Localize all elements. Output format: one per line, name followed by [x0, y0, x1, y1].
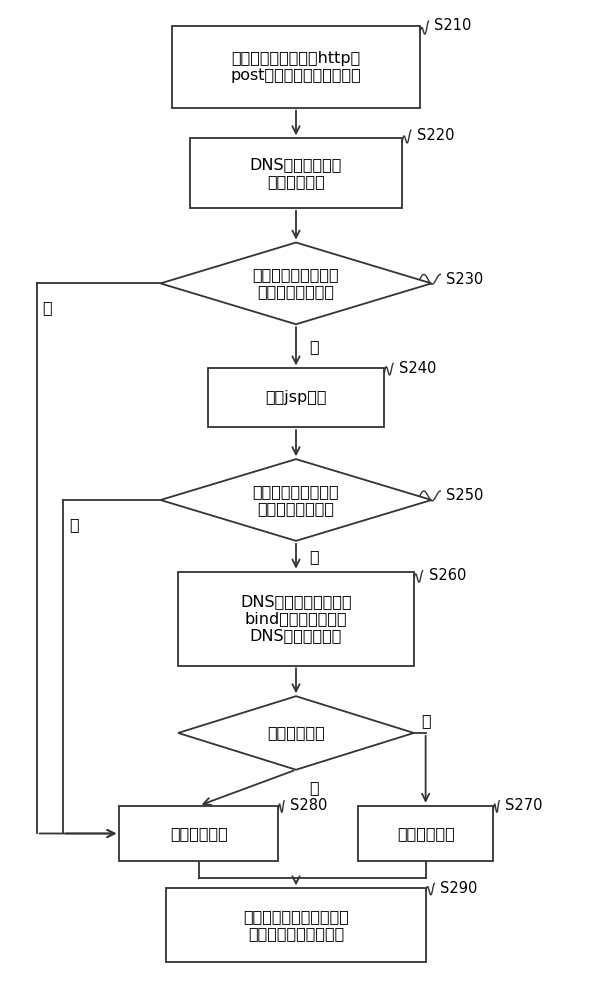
- FancyBboxPatch shape: [190, 138, 402, 208]
- Text: 否: 否: [421, 713, 430, 728]
- Text: S260: S260: [429, 568, 466, 583]
- Text: 返回成功结果: 返回成功结果: [170, 826, 228, 841]
- Text: 无: 无: [309, 549, 318, 564]
- Text: S250: S250: [446, 488, 484, 503]
- Text: S270: S270: [505, 798, 543, 813]
- Text: S290: S290: [440, 881, 478, 896]
- FancyBboxPatch shape: [208, 368, 384, 427]
- Text: S280: S280: [290, 798, 327, 813]
- Text: S240: S240: [399, 361, 436, 376]
- Text: 汇总多个域名的结果，并
返回给移动终端浏览器: 汇总多个域名的结果，并 返回给移动终端浏览器: [243, 909, 349, 941]
- Text: 调用jsp模块: 调用jsp模块: [265, 390, 327, 405]
- Polygon shape: [160, 243, 432, 324]
- Polygon shape: [178, 696, 414, 770]
- FancyBboxPatch shape: [178, 572, 414, 666]
- Polygon shape: [160, 459, 432, 541]
- Text: 移动终端浏览器通过http的
post方式发出域名解析请求: 移动终端浏览器通过http的 post方式发出域名解析请求: [231, 51, 361, 83]
- Text: 查询缓存库内是否有
相匹配的缓存结果: 查询缓存库内是否有 相匹配的缓存结果: [253, 267, 339, 300]
- FancyBboxPatch shape: [166, 888, 426, 962]
- Text: 无: 无: [309, 339, 318, 354]
- FancyBboxPatch shape: [358, 806, 493, 861]
- FancyBboxPatch shape: [119, 806, 278, 861]
- FancyBboxPatch shape: [172, 26, 420, 108]
- Text: 查询数据库内是否有
相匹配的缓存结果: 查询数据库内是否有 相匹配的缓存结果: [253, 484, 339, 516]
- Text: 是: 是: [69, 517, 79, 532]
- Text: DNS服务器通过自建的
bind服务器组向公网
DNS发起查询请求: DNS服务器通过自建的 bind服务器组向公网 DNS发起查询请求: [240, 594, 352, 643]
- Text: S220: S220: [417, 128, 454, 143]
- Text: S230: S230: [446, 272, 484, 287]
- Text: 是: 是: [43, 300, 52, 315]
- Text: 返回失败结果: 返回失败结果: [397, 826, 455, 841]
- Text: 是否查询成功: 是否查询成功: [267, 725, 325, 740]
- Text: S210: S210: [435, 18, 472, 33]
- Text: DNS服务器对请求
内容进行分拆: DNS服务器对请求 内容进行分拆: [250, 157, 342, 189]
- Text: 是: 是: [309, 780, 318, 795]
